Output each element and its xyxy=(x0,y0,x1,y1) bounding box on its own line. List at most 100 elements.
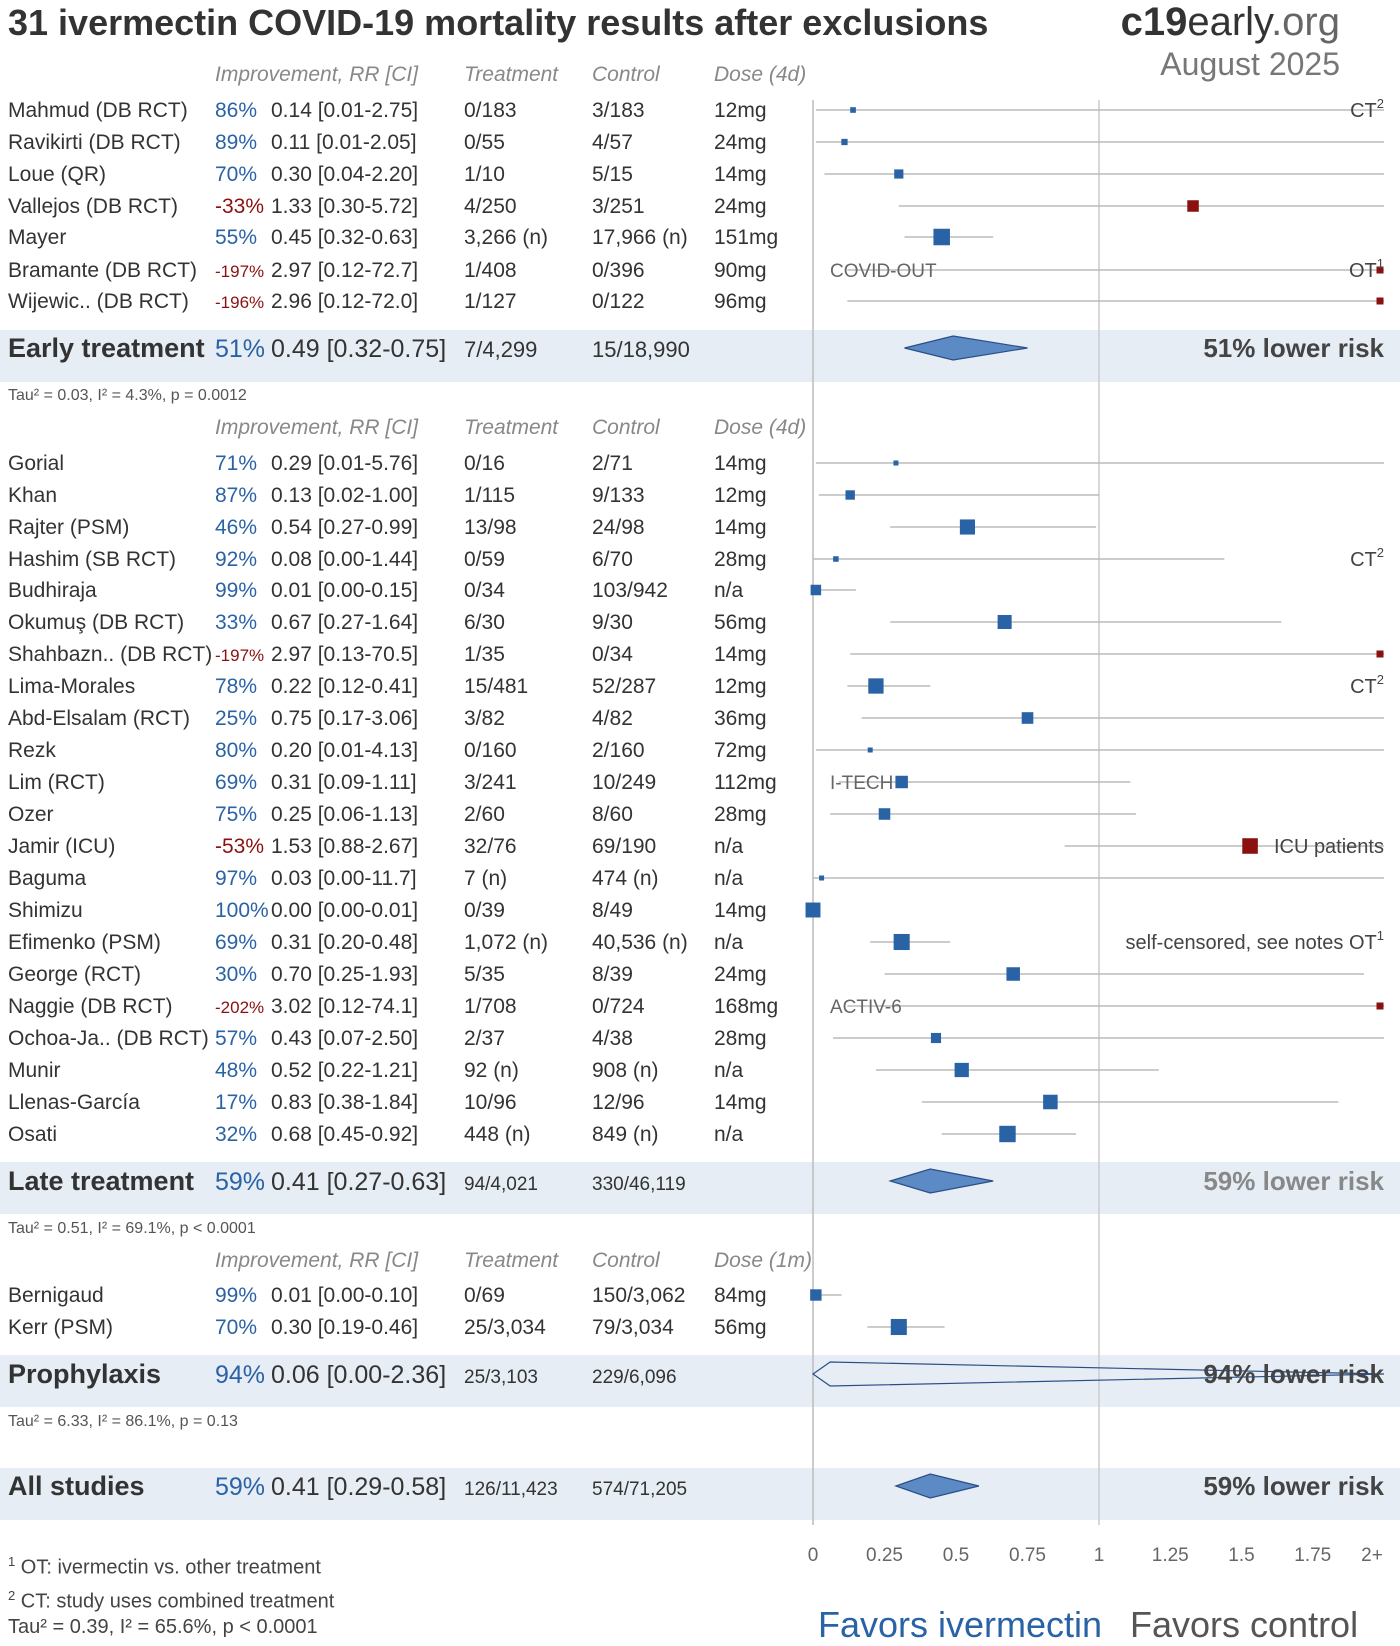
rr-ci-value: 0.67 [0.27-1.64] xyxy=(271,611,418,634)
summary-treatment-events: 7/4,299 xyxy=(464,337,537,362)
heterogeneity-stats: Tau² = 6.33, I² = 86.1%, p = 0.13 xyxy=(8,1413,238,1430)
brand-rest: early xyxy=(1187,0,1272,44)
point-estimate xyxy=(819,875,825,881)
improvement-value: -196% xyxy=(215,293,264,312)
improvement-value: -197% xyxy=(215,646,264,665)
summary-diamond xyxy=(904,335,1028,361)
summary-rr-ci: 0.41 [0.27-0.63] xyxy=(271,1168,446,1196)
rr-ci-value: 0.70 [0.25-1.93] xyxy=(271,963,418,986)
control-events: 849 (n) xyxy=(592,1123,659,1146)
rr-ci-value: 0.54 [0.27-0.99] xyxy=(271,516,418,539)
rr-ci-value: 3.02 [0.12-74.1] xyxy=(271,995,418,1018)
rr-ci-value: 0.08 [0.00-1.44] xyxy=(271,548,418,571)
control-events: 52/287 xyxy=(592,675,656,698)
study-name: Mahmud (DB RCT) xyxy=(8,99,188,122)
rr-ci-value: 0.22 [0.12-0.41] xyxy=(271,675,418,698)
point-estimate xyxy=(959,519,976,535)
rr-ci-value: 0.83 [0.38-1.84] xyxy=(271,1091,418,1114)
dose-value: 28mg xyxy=(714,548,767,571)
study-name: Wijewic.. (DB RCT) xyxy=(8,290,189,313)
treatment-events: 0/55 xyxy=(464,131,505,154)
x-tick-label: 0.75 xyxy=(1009,1545,1046,1566)
summary-risk-text: 59% lower risk xyxy=(1203,1166,1384,1196)
control-events: 4/82 xyxy=(592,707,633,730)
point-estimate xyxy=(1376,297,1384,305)
improvement-value: 99% xyxy=(215,579,257,602)
improvement-value: 86% xyxy=(215,99,257,122)
control-events: 9/30 xyxy=(592,611,633,634)
study-name: Budhiraja xyxy=(8,579,97,602)
study-name: Baguma xyxy=(8,867,87,890)
improvement-value: 48% xyxy=(215,1059,257,1082)
dose-value: 14mg xyxy=(714,163,767,186)
dose-value: 168mg xyxy=(714,995,778,1018)
control-events: 150/3,062 xyxy=(592,1284,685,1307)
rr-ci-value: 0.52 [0.22-1.21] xyxy=(271,1059,418,1082)
control-events: 79/3,034 xyxy=(592,1316,674,1339)
treatment-events: 0/69 xyxy=(464,1284,505,1307)
point-estimate xyxy=(878,808,891,820)
control-events: 8/49 xyxy=(592,899,633,922)
x-tick-label: 0.5 xyxy=(943,1545,969,1566)
treatment-events: 1/708 xyxy=(464,995,517,1018)
improvement-value: 71% xyxy=(215,452,257,475)
study-note: CT2 xyxy=(1350,672,1384,698)
control-events: 2/71 xyxy=(592,452,633,475)
control-events: 2/160 xyxy=(592,739,645,762)
overall-risk-text: 59% lower risk xyxy=(1203,1471,1384,1501)
treatment-events: 2/37 xyxy=(464,1027,505,1050)
summary-label: Prophylaxis xyxy=(8,1359,161,1389)
trial-name: I-TECH xyxy=(830,773,893,794)
point-estimate xyxy=(1242,838,1258,854)
x-tick-label: 1.25 xyxy=(1152,1545,1189,1566)
improvement-value: 69% xyxy=(215,771,257,794)
study-name: Hashim (SB RCT) xyxy=(8,548,176,571)
dose-value: 151mg xyxy=(714,226,778,249)
study-name: Shimizu xyxy=(8,899,83,922)
study-name: Vallejos (DB RCT) xyxy=(8,195,178,218)
study-name: George (RCT) xyxy=(8,963,141,986)
x-tick-label: 1 xyxy=(1094,1545,1105,1566)
column-header-control: Control xyxy=(592,1249,661,1272)
column-header-treatment: Treatment xyxy=(464,416,559,439)
treatment-events: 0/183 xyxy=(464,99,517,122)
dose-value: 96mg xyxy=(714,290,767,313)
summary-rr-ci: 0.06 [0.00-2.36] xyxy=(271,1361,446,1389)
study-name: Lim (RCT) xyxy=(8,771,105,794)
study-note: self-censored, see notes OT1 xyxy=(1126,928,1384,954)
treatment-events: 5/35 xyxy=(464,963,505,986)
study-name: Munir xyxy=(8,1059,61,1082)
control-events: 24/98 xyxy=(592,516,645,539)
dose-value: n/a xyxy=(714,835,744,858)
summary-band xyxy=(0,1162,1400,1214)
improvement-value: -202% xyxy=(215,998,264,1017)
dose-value: 36mg xyxy=(714,707,767,730)
point-estimate xyxy=(845,490,855,500)
rr-ci-value: 0.03 [0.00-11.7] xyxy=(271,867,417,890)
rr-ci-value: 0.31 [0.20-0.48] xyxy=(271,931,418,954)
trial-name: COVID-OUT xyxy=(830,261,937,282)
point-estimate xyxy=(868,678,884,694)
summary-band xyxy=(0,1468,1400,1520)
summary-rr-ci: 0.49 [0.32-0.75] xyxy=(271,335,446,363)
control-events: 4/57 xyxy=(592,131,633,154)
point-estimate xyxy=(893,933,910,951)
control-events: 6/70 xyxy=(592,548,633,571)
overall-rr-ci: 0.41 [0.29-0.58] xyxy=(271,1473,446,1501)
control-events: 8/39 xyxy=(592,963,633,986)
point-estimate xyxy=(893,460,899,466)
report-date: August 2025 xyxy=(1160,46,1340,82)
study-name: Rajter (PSM) xyxy=(8,516,129,539)
rr-ci-value: 0.01 [0.00-0.15] xyxy=(271,579,418,602)
control-events: 0/122 xyxy=(592,290,645,313)
improvement-value: 25% xyxy=(215,707,257,730)
improvement-value: 55% xyxy=(215,226,257,249)
point-estimate xyxy=(999,1125,1016,1143)
column-header-control: Control xyxy=(592,63,661,86)
improvement-value: 87% xyxy=(215,484,257,507)
dose-value: n/a xyxy=(714,579,744,602)
improvement-value: 70% xyxy=(215,1316,257,1339)
rr-ci-value: 2.97 [0.13-70.5] xyxy=(271,643,418,666)
trial-name: ACTIV-6 xyxy=(830,997,902,1018)
